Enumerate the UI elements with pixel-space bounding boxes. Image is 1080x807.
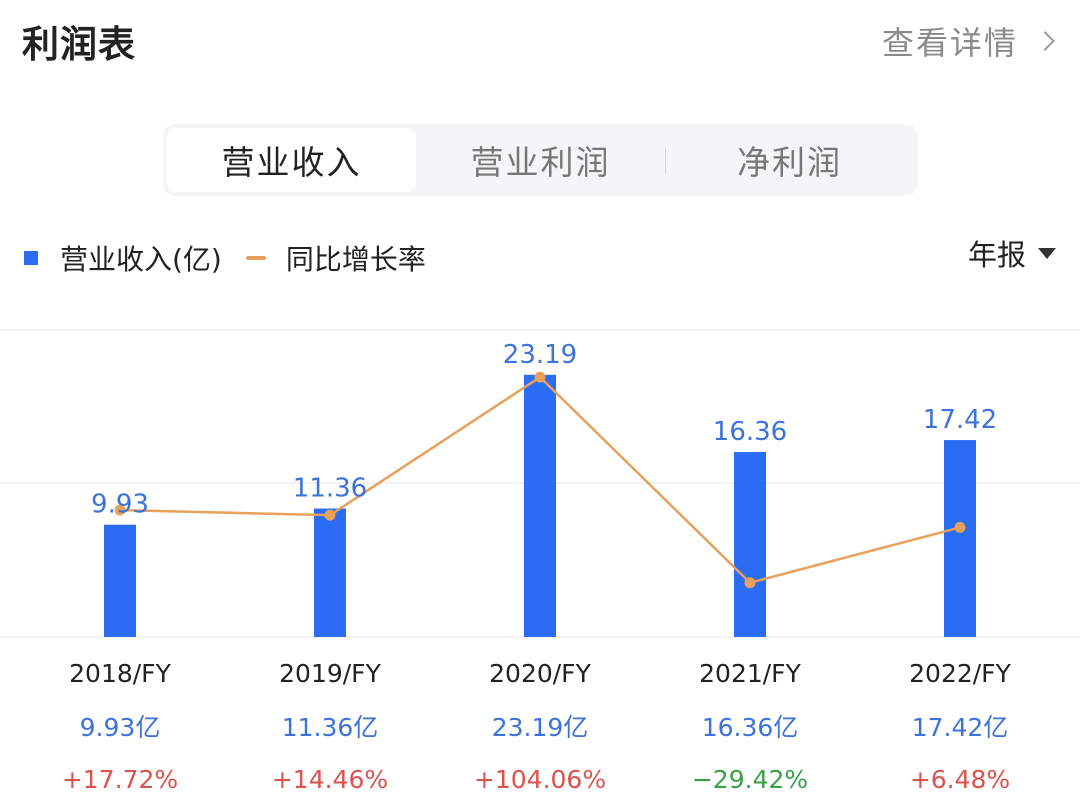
category-label: 2021/FY [699,659,801,688]
view-details-label: 查看详情 [881,24,1018,62]
growth-rate-label: +17.72% [62,765,178,794]
tab-label: 营业收入 [221,143,362,182]
category-label: 2020/FY [489,659,591,688]
page-title: 利润表 [22,23,136,66]
category-label: 2022/FY [909,659,1011,688]
bar-value-label: 16.36 [713,417,787,447]
bar-value-label: 17.42 [923,405,997,435]
header: 利润表 查看详情 [0,0,1080,80]
revenue-bar [524,374,556,637]
caret-down-icon [1038,247,1056,259]
growth-rate-label: −29.42% [692,765,808,794]
revenue-value-label: 11.36亿 [282,713,379,742]
revenue-bar [944,440,976,637]
bar-value-label: 11.36 [293,474,367,504]
revenue-value-label: 17.42亿 [912,713,1009,742]
growth-point [954,521,966,533]
tab-label: 净利润 [737,143,842,182]
bar-value-label: 9.93 [91,490,149,520]
tab-divider [665,148,666,174]
chart-legend: 营业收入(亿) 同比增长率 [24,238,426,278]
period-label: 年报 [967,238,1026,272]
legend-bar-swatch [24,251,38,265]
revenue-bar [314,508,346,637]
legend-bar-label: 营业收入(亿) [60,243,222,276]
growth-point [534,371,546,383]
revenue-value-label: 9.93亿 [80,713,161,742]
bar-value-label: 23.19 [503,340,577,370]
category-label: 2018/FY [69,659,171,688]
revenue-chart: 9.93 11.36 23.19 16.36 17.42 2018/FY 2019/FY 20… [0,329,1080,794]
revenue-bar [104,524,136,637]
growth-rate-label: +104.06% [474,765,606,794]
tab-operating-profit[interactable]: 营业利润 [416,128,665,192]
tab-label: 营业利润 [470,143,611,182]
tab-net-profit[interactable]: 净利润 [665,128,914,192]
growth-point [324,509,336,521]
period-dropdown[interactable]: 年报 [968,232,1056,274]
view-details-link[interactable]: 查看详情 [882,18,1058,64]
metric-tabs: 营业收入 营业利润 净利润 [163,124,918,196]
revenue-value-label: 23.19亿 [492,713,589,742]
chevron-right-icon [1035,31,1055,51]
revenue-value-label: 16.36亿 [702,713,799,742]
legend-line-label: 同比增长率 [285,243,426,276]
category-label: 2019/FY [279,659,381,688]
legend-line-swatch [245,256,266,260]
growth-point [744,577,756,589]
growth-rate-label: +6.48% [910,765,1010,794]
tab-revenue[interactable]: 营业收入 [167,128,416,192]
revenue-bar [734,452,766,637]
growth-rate-label: +14.46% [272,765,388,794]
growth-point [114,504,126,516]
